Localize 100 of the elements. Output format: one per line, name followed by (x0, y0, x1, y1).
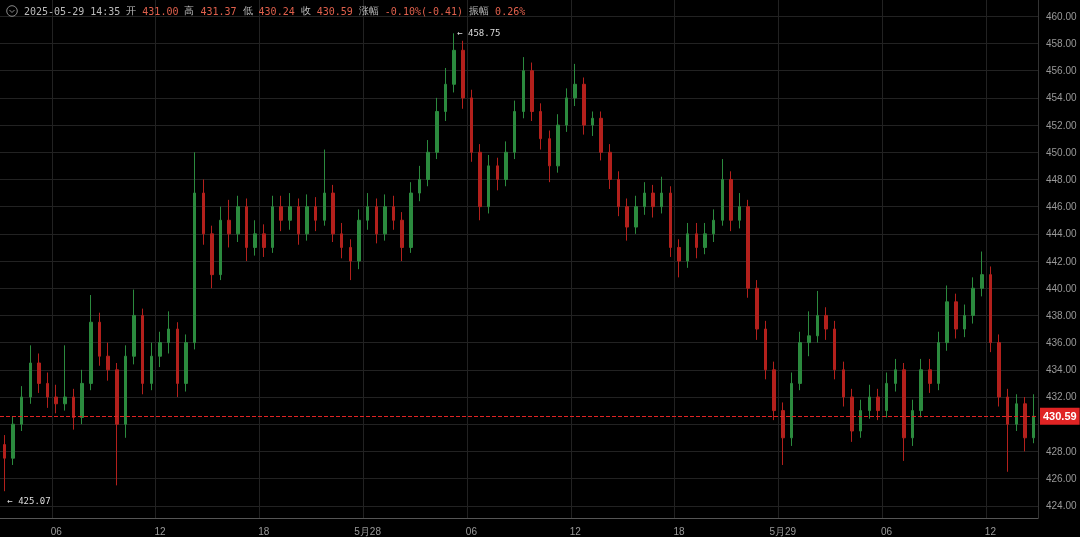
candlestick (323, 149, 326, 227)
y-tick-label: 458.00 (1046, 38, 1078, 50)
candlestick (850, 388, 854, 443)
candlestick (530, 62, 534, 122)
candlestick (72, 388, 75, 431)
candlestick (548, 130, 551, 183)
candlestick (452, 32, 456, 93)
candlestick (989, 265, 992, 353)
x-tick-label: 06 (881, 525, 893, 537)
candlestick (911, 399, 914, 447)
candlestick (1015, 393, 1018, 432)
candlestick (418, 165, 421, 202)
candlestick (262, 223, 266, 258)
candlestick (435, 97, 439, 160)
x-tick-label: 18 (258, 525, 270, 537)
candlestick (288, 192, 292, 231)
candlestick (461, 40, 465, 110)
candlestick (807, 310, 811, 357)
candlestick (695, 222, 698, 259)
candlestick (573, 63, 577, 107)
candlestick (167, 310, 170, 354)
candlestick (599, 110, 603, 161)
candlestick (357, 208, 361, 270)
candlestick (124, 344, 127, 439)
candlestick (444, 67, 447, 122)
x-tick-label: 12 (154, 525, 167, 537)
candlestick (20, 385, 23, 432)
candlestick (1032, 393, 1035, 444)
candlestick (340, 222, 343, 259)
candlestick (271, 195, 274, 254)
candlestick (842, 361, 845, 408)
y-tick-label: 442.00 (1046, 255, 1078, 267)
annotation: 振幅 (469, 4, 490, 18)
annotation: 2025-05-29 14:35 (24, 5, 121, 17)
candlestick (556, 113, 560, 174)
candlestick (245, 198, 248, 262)
candlestick (297, 198, 300, 246)
annotation: 收 (300, 4, 311, 18)
candlestick (89, 294, 93, 391)
candlestick (798, 331, 802, 391)
x-tick-label: 5月29 (769, 525, 797, 537)
candlestick (11, 415, 15, 466)
y-tick-label: 446.00 (1046, 201, 1078, 213)
candlestick (894, 358, 897, 393)
candlestick (1006, 388, 1009, 473)
y-tick-label: 452.00 (1046, 119, 1078, 131)
candlestick (383, 193, 387, 242)
candlestick (366, 192, 369, 231)
candlestick (885, 372, 888, 418)
candlestick (314, 196, 317, 232)
x-tick-label: 06 (465, 525, 478, 537)
annotation: 0.26% (495, 5, 526, 17)
annotation: 431.00 (142, 5, 179, 17)
candlestick (703, 222, 707, 255)
y-tick-label: 436.00 (1046, 337, 1078, 349)
annotation: 涨幅 (358, 4, 379, 18)
candlestick (37, 352, 41, 394)
candlestick (253, 219, 257, 257)
candlestick (29, 344, 32, 405)
candlestick (746, 199, 750, 299)
candlestick (591, 110, 594, 137)
candlestick (80, 369, 84, 425)
x-tick-label: 5月28 (354, 525, 382, 537)
y-tick-label: 450.00 (1046, 146, 1078, 158)
candlestick (833, 320, 836, 380)
candlestick (712, 208, 715, 243)
candlestick (115, 362, 119, 486)
candlestick (158, 331, 162, 368)
candlestick (997, 333, 1001, 408)
x-tick-label: 06 (50, 525, 63, 537)
candlestick (971, 276, 975, 325)
candlestick (496, 157, 499, 191)
candlestick (46, 372, 49, 409)
annotation: ← 458.75 (457, 28, 501, 39)
candlestick (184, 333, 188, 393)
y-tick-label: 440.00 (1046, 282, 1078, 294)
candlestick (522, 56, 525, 119)
candlestick (954, 293, 958, 340)
y-tick-label: 460.00 (1046, 10, 1078, 22)
candlestick (755, 279, 759, 341)
y-tick-label: 456.00 (1046, 65, 1078, 77)
annotation: 430.24 (258, 5, 295, 17)
candlestick (375, 198, 378, 244)
y-tick-label: 432.00 (1046, 391, 1078, 403)
y-tick-label: 454.00 (1046, 92, 1078, 104)
candlestick (279, 195, 283, 232)
annotation: ← 425.07 (7, 496, 51, 507)
candlestick (219, 206, 222, 281)
candlestick (409, 181, 413, 254)
candlestick (919, 358, 923, 418)
x-tick-label: 12 (984, 525, 997, 537)
candlestick (945, 285, 949, 352)
y-tick-label: 444.00 (1046, 228, 1078, 240)
y-tick-label: 426.00 (1046, 473, 1078, 485)
candlestick (660, 176, 663, 214)
candlestick (876, 388, 880, 421)
candlestick (478, 143, 482, 221)
candlestick (63, 344, 67, 412)
candlestick (963, 304, 966, 338)
candlestick (3, 434, 6, 492)
